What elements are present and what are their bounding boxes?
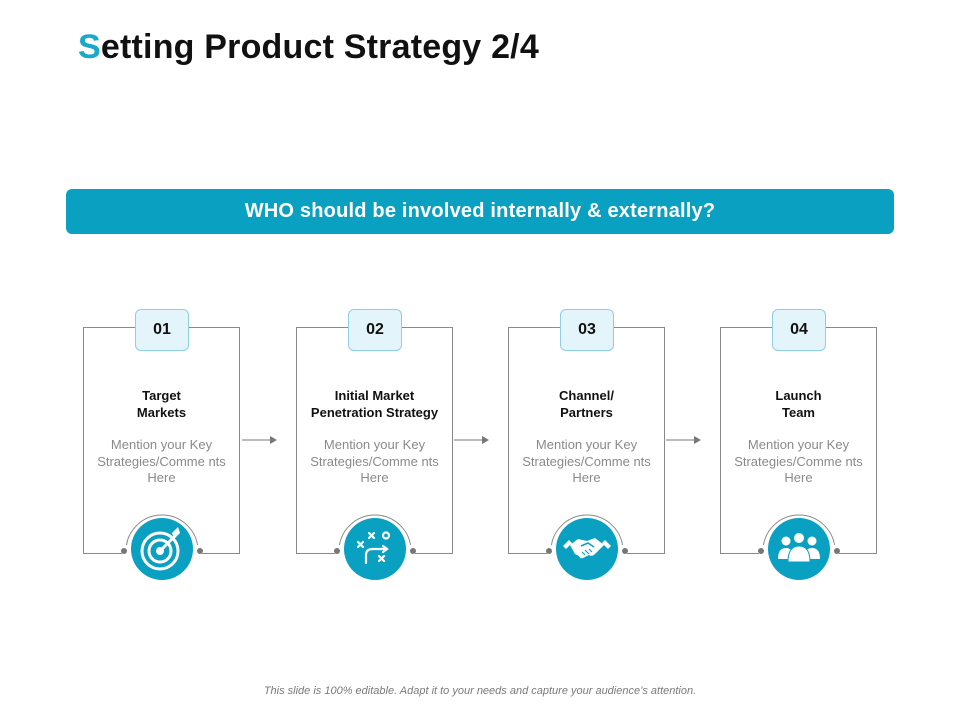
card-title-line2: Markets bbox=[136, 405, 187, 420]
footer-note: This slide is 100% editable. Adapt it to… bbox=[263, 685, 697, 697]
card-channel-partners: 03 Channel/ Partners Mention your Key St… bbox=[508, 309, 665, 580]
arrow-right-icon bbox=[242, 436, 277, 444]
target-icon bbox=[120, 499, 204, 583]
card-description: Mention your Key Strategies/Comme nts He… bbox=[522, 437, 651, 485]
title-first-letter: S bbox=[78, 28, 101, 66]
card-title: Initial Market Penetration Strategy bbox=[296, 387, 453, 421]
card-number-tab: 02 bbox=[348, 309, 402, 351]
arrow-right-icon bbox=[666, 436, 701, 444]
card-title-line1: Initial Market bbox=[334, 388, 415, 403]
card-title-line2: Team bbox=[782, 405, 815, 420]
card-title-line2: Partners bbox=[560, 405, 613, 420]
card-number-tab: 03 bbox=[560, 309, 614, 351]
card-number-tab: 04 bbox=[772, 309, 826, 351]
card-description: Mention your Key Strategies/Comme nts He… bbox=[97, 437, 226, 485]
question-banner: WHO should be involved internally & exte… bbox=[66, 189, 894, 234]
team-icon bbox=[757, 499, 841, 583]
card-number-tab: 01 bbox=[135, 309, 189, 351]
card-title: Channel/ Partners bbox=[508, 387, 665, 421]
card-description: Mention your Key Strategies/Comme nts He… bbox=[734, 437, 863, 485]
card-initial-market-penetration: 02 Initial Market Penetration Strategy M… bbox=[296, 309, 453, 580]
arrow-right-icon bbox=[454, 436, 489, 444]
card-title-line2: Penetration Strategy bbox=[310, 405, 439, 420]
card-title-line1: Launch bbox=[775, 388, 822, 403]
banner-text: WHO should be involved internally & exte… bbox=[244, 200, 716, 222]
title-rest: etting Product Strategy 2/4 bbox=[100, 28, 539, 66]
slide-title: Setting Product Strategy 2/4 bbox=[78, 28, 539, 67]
handshake-icon bbox=[545, 499, 629, 583]
card-title-line1: Channel/ bbox=[559, 388, 614, 403]
card-description: Mention your Key Strategies/Comme nts He… bbox=[310, 437, 439, 485]
card-launch-team: 04 Launch Team Mention your Key Strategi… bbox=[720, 309, 877, 580]
strategy-play-icon bbox=[333, 499, 417, 583]
card-title: Target Markets bbox=[83, 387, 240, 421]
card-title: Launch Team bbox=[720, 387, 877, 421]
card-title-line1: Target bbox=[142, 388, 181, 403]
card-target-markets: 01 Target Markets Mention your Key Strat… bbox=[83, 309, 240, 580]
